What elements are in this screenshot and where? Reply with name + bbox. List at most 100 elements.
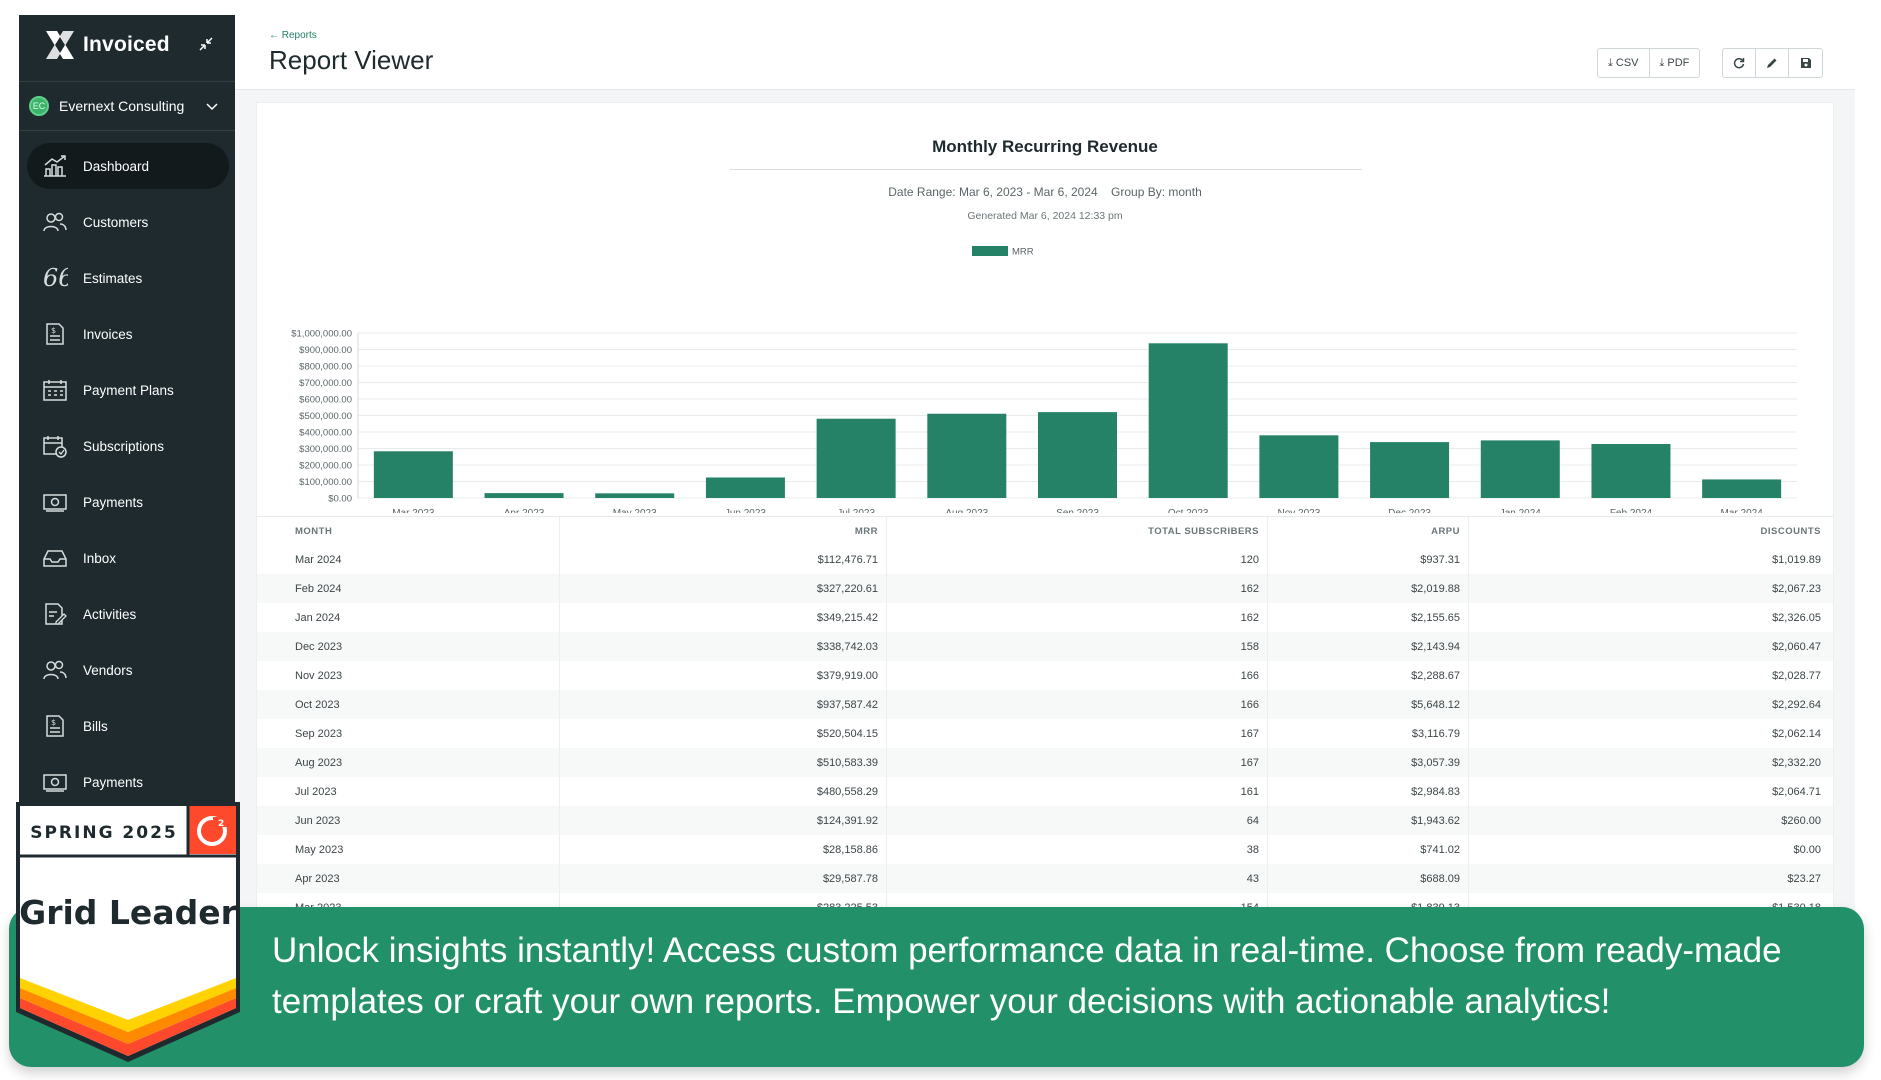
table-cell: $688.09 xyxy=(1268,864,1469,893)
report-table: MONTH MRR TOTAL SUBSCRIBERS ARPU DISCOUN… xyxy=(257,516,1833,912)
users-icon xyxy=(41,656,69,684)
brand-logo[interactable]: Invoiced xyxy=(43,27,170,63)
y-tick-label: $500,000.00 xyxy=(299,411,352,422)
sidebar-item-invoices[interactable]: $ Invoices xyxy=(27,311,229,357)
table-cell: Jun 2023 xyxy=(257,806,560,835)
svg-text:$: $ xyxy=(51,718,56,727)
x-tick-label: Nov 2023 xyxy=(1277,508,1320,513)
export-csv-button[interactable]: ⤓ CSV xyxy=(1598,49,1650,77)
save-report-button[interactable] xyxy=(1789,49,1822,77)
save-icon xyxy=(1800,58,1811,68)
table-cell: $112,476.71 xyxy=(560,545,887,574)
inbox-icon xyxy=(41,544,69,572)
sidebar-item-label: Dashboard xyxy=(83,158,150,174)
edit-report-button[interactable] xyxy=(1756,49,1789,77)
table-cell: 154 xyxy=(887,893,1268,911)
download-icon: ⤓ xyxy=(1659,56,1665,69)
back-to-reports-link[interactable]: ← Reports xyxy=(269,30,317,41)
table-cell: Oct 2023 xyxy=(257,690,560,719)
y-tick-label: $200,000.00 xyxy=(299,461,352,472)
table-cell: $0.00 xyxy=(1793,843,1821,856)
edit-icon xyxy=(1767,58,1777,68)
sidebar-item-subscriptions[interactable]: Subscriptions xyxy=(27,423,229,469)
sidebar-item-label: Inbox xyxy=(83,550,117,566)
table-row: Dec 2023 $338,742.03 158 $2,143.94 $2,060.47 xyxy=(257,632,1833,661)
table-cell: $3,057.39 xyxy=(1268,748,1469,777)
bar-jan-2024 xyxy=(1480,440,1560,498)
report-meta: Date Range: Mar 6, 2023 - Mar 6, 2024 Gr… xyxy=(257,185,1833,199)
y-tick-label: $900,000.00 xyxy=(299,345,352,356)
bill-icon: $ xyxy=(41,712,69,740)
table-cell: $327,220.61 xyxy=(560,574,887,603)
table-row: May 2023 $28,158.86 38 $741.02 $0.00 xyxy=(257,835,1833,864)
table-cell: $1,530.18 xyxy=(1469,893,1833,912)
sidebar-item-payment-plans[interactable]: Payment Plans xyxy=(27,367,229,413)
x-tick-label: Aug 2023 xyxy=(945,508,988,513)
table-cell: $937.31 xyxy=(1268,545,1469,574)
table-row: Feb 2024 $327,220.61 162 $2,019.88 $2,067.23 xyxy=(257,574,1833,603)
column-header-arpu[interactable]: ARPU xyxy=(1268,517,1469,545)
table-cell: $2,060.47 xyxy=(1772,640,1821,653)
export-pdf-button[interactable]: ⤓ PDF xyxy=(1650,49,1700,77)
bar-oct-2023 xyxy=(1148,343,1228,498)
sidebar-item-payments[interactable]: Payments xyxy=(27,479,229,525)
table-cell: Sep 2023 xyxy=(257,719,560,748)
y-tick-label: $300,000.00 xyxy=(299,444,352,455)
sidebar: Invoiced EC Evernext Consulting Dashboar… xyxy=(19,15,235,805)
sidebar-item-vendors[interactable]: Vendors xyxy=(27,647,229,693)
table-cell: Apr 2023 xyxy=(257,864,560,893)
table-cell: Jan 2024 xyxy=(257,603,560,632)
sidebar-item-activities[interactable]: Activities xyxy=(27,591,229,637)
y-tick-label: $400,000.00 xyxy=(299,428,352,439)
table-row: Oct 2023 $937,587.42 166 $5,648.12 $2,292.64 xyxy=(257,690,1833,719)
table-cell: $741.02 xyxy=(1268,835,1469,864)
sidebar-item-inbox[interactable]: Inbox xyxy=(27,535,229,581)
org-name: Evernext Consulting xyxy=(59,98,185,114)
collapse-sidebar-button[interactable] xyxy=(193,31,219,57)
report-tools-group xyxy=(1722,48,1823,78)
sidebar-item-label: Activities xyxy=(83,606,137,622)
svg-text:$: $ xyxy=(51,326,56,335)
x-tick-label: Mar 2024 xyxy=(1721,508,1764,513)
subscription-icon xyxy=(41,432,69,460)
x-tick-label: Jan 2024 xyxy=(1500,508,1542,513)
y-tick-label: $100,000.00 xyxy=(299,477,352,488)
report-date-range: Date Range: Mar 6, 2023 - Mar 6, 2024 xyxy=(888,185,1098,199)
sidebar-item-bill-payments[interactable]: Payments xyxy=(27,759,229,805)
sidebar-item-label: Estimates xyxy=(83,270,143,286)
refresh-button[interactable] xyxy=(1723,49,1756,77)
table-cell: $937,587.42 xyxy=(560,690,887,719)
table-cell: $1,019.89 xyxy=(1772,553,1821,566)
table-cell: 166 xyxy=(887,661,1268,690)
g2-grid-leader-badge: 2 SPRING 2025 Grid Leader xyxy=(16,802,240,1062)
table-row: Nov 2023 $379,919.00 166 $2,288.67 $2,028.77 xyxy=(257,661,1833,690)
sidebar-item-estimates[interactable]: 66 Estimates xyxy=(27,255,229,301)
column-header-month[interactable]: MONTH xyxy=(257,517,560,545)
organization-switcher[interactable]: EC Evernext Consulting xyxy=(19,81,235,131)
table-cell: Jul 2023 xyxy=(257,777,560,806)
column-header-discounts[interactable]: DISCOUNTS xyxy=(1760,525,1821,537)
sidebar-item-customers[interactable]: Customers xyxy=(27,199,229,245)
column-header-total-subscribers[interactable]: TOTAL SUBSCRIBERS xyxy=(887,517,1268,545)
table-cell: $510,583.39 xyxy=(560,748,887,777)
table-cell: Mar 2023 xyxy=(257,893,560,911)
table-cell: 162 xyxy=(887,574,1268,603)
sidebar-item-label: Customers xyxy=(83,214,149,230)
x-tick-label: Feb 2024 xyxy=(1610,508,1653,513)
table-cell: 64 xyxy=(887,806,1268,835)
table-row: Jul 2023 $480,558.29 161 $2,984.83 $2,064.71 xyxy=(257,777,1833,806)
x-tick-label: Jun 2023 xyxy=(725,508,767,513)
sidebar-item-bills[interactable]: $ Bills xyxy=(27,703,229,749)
table-cell: $5,648.12 xyxy=(1268,690,1469,719)
table-cell: 167 xyxy=(887,748,1268,777)
column-header-mrr[interactable]: MRR xyxy=(560,517,887,545)
collapse-icon xyxy=(199,37,213,51)
table-cell: 38 xyxy=(887,835,1268,864)
bar-sep-2023 xyxy=(1038,412,1117,498)
table-cell: Aug 2023 xyxy=(257,748,560,777)
sidebar-item-dashboard[interactable]: Dashboard xyxy=(27,143,229,189)
x-tick-label: Apr 2023 xyxy=(504,508,545,513)
legend-label: MRR xyxy=(1012,247,1034,258)
table-cell: $2,067.23 xyxy=(1772,582,1821,595)
table-cell: $379,919.00 xyxy=(560,661,887,690)
